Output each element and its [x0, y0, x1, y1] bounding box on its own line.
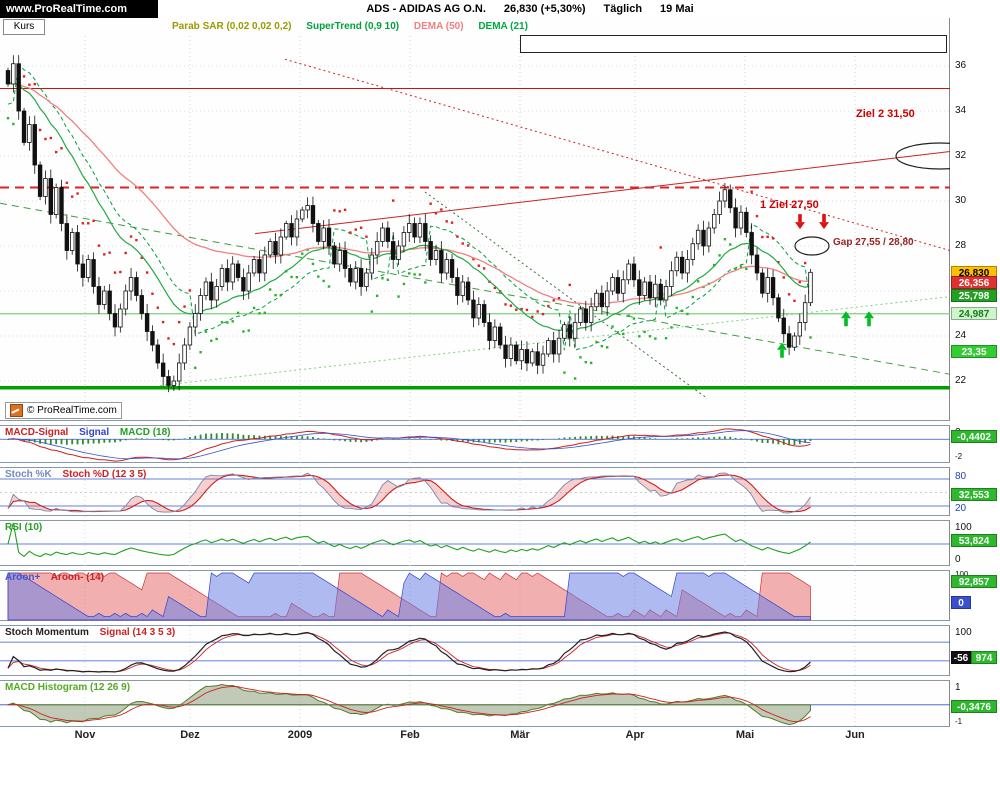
annotation-text[interactable]: Gap 27,55 / 28,80: [833, 237, 914, 248]
axis-tick: 28: [955, 240, 967, 251]
aroon-panel: Aroon+ Aroon- (14): [0, 570, 950, 622]
time-axis-label: 2009: [287, 729, 313, 741]
axis-tick: 1: [955, 682, 961, 693]
tab-kurs[interactable]: Kurs: [3, 19, 45, 35]
axis-tick: 34: [955, 105, 967, 116]
stoch-momentum-canvas[interactable]: [0, 626, 950, 677]
axis-tick: 20: [955, 503, 967, 514]
axis-tick: 100: [955, 522, 972, 533]
axis-tick: 100: [955, 627, 972, 638]
main-chart-legend: Parab SAR (0,02 0,02 0,2) SuperTrend (0,…: [172, 21, 540, 32]
last-price-change: 26,830 (+5,30%): [503, 3, 586, 15]
watermark: © ProRealTime.com: [5, 402, 122, 419]
axis-tick: 0: [955, 554, 961, 565]
axis-tick: -2: [955, 452, 963, 461]
axis-value-box: 92,857: [951, 575, 997, 588]
legend-rsi[interactable]: RSI (10): [5, 522, 43, 533]
legend-stoch-d[interactable]: Stoch %D (12 3 5): [62, 469, 147, 480]
chart-title: ADS - ADIDAS AG O.N. 26,830 (+5,30%) Tägli…: [250, 0, 810, 18]
time-axis-label: Apr: [625, 729, 645, 741]
legend-stoch-momentum[interactable]: Stoch Momentum: [5, 627, 89, 638]
legend-parab-sar[interactable]: Parab SAR (0,02 0,02 0,2): [172, 21, 292, 32]
legend-aroon-down[interactable]: Aroon- (14): [50, 572, 105, 583]
date-label: 19 Mai: [660, 3, 694, 15]
axis-tick: -1: [955, 717, 963, 726]
time-axis-label: Nov: [74, 729, 96, 741]
legend-dema21[interactable]: DEMA (21): [478, 21, 528, 32]
site-banner[interactable]: www.ProRealTime.com: [0, 0, 158, 18]
macd-histogram-canvas[interactable]: [0, 681, 950, 728]
macd-histogram-panel: MACD Histogram (12 26 9): [0, 680, 950, 728]
legend-macd-histogram[interactable]: MACD Histogram (12 26 9): [5, 682, 131, 693]
time-axis-label: Feb: [400, 729, 420, 741]
axis-value-box: 25,798: [951, 289, 997, 303]
axis-value-box: 24,987: [951, 307, 997, 321]
legend-macd[interactable]: MACD (18): [119, 427, 171, 438]
rsi-panel: RSI (10): [0, 520, 950, 567]
prt-logo-icon: [10, 404, 23, 417]
axis-tick: 80: [955, 471, 967, 482]
axis-value-box: 23,35: [951, 345, 997, 358]
macd-panel: MACD-Signal Signal MACD (18): [0, 425, 950, 464]
stochastic-legend: Stoch %K Stoch %D (12 3 5): [5, 469, 154, 480]
main-chart-area: Ziel 2 31,50 1 Ziel 27,50 Gap 27,55 / 28,8…: [0, 18, 985, 421]
aroon-canvas[interactable]: [0, 571, 950, 622]
stochastic-canvas[interactable]: [0, 468, 950, 517]
macd-legend: MACD-Signal Signal MACD (18): [5, 427, 178, 438]
main-chart-canvas[interactable]: Ziel 2 31,50 1 Ziel 27,50 Gap 27,55 / 28,8…: [0, 18, 985, 421]
rsi-legend: RSI (10): [5, 522, 50, 533]
time-axis-label: Mär: [510, 729, 530, 741]
instrument-name: ADS - ADIDAS AG O.N.: [366, 3, 486, 15]
time-axis-label: Jun: [845, 729, 865, 741]
legend-aroon-up[interactable]: Aroon+: [5, 572, 41, 583]
legend-dema50[interactable]: DEMA (50): [413, 21, 464, 32]
axis-value-box: -0,4402: [951, 430, 997, 443]
legend-signal[interactable]: Signal: [79, 427, 110, 438]
annotation-text[interactable]: 1 Ziel 27,50: [760, 199, 819, 211]
stochastic-panel: Stoch %K Stoch %D (12 3 5): [0, 467, 950, 517]
drawings[interactable]: Ziel 2 31,50 1 Ziel 27,50 Gap 27,55 / 28,8…: [760, 108, 985, 358]
stoch-momentum-panel: Stoch Momentum Signal (14 3 5 3): [0, 625, 950, 677]
stoch-momentum-legend: Stoch Momentum Signal (14 3 5 3): [5, 627, 183, 638]
timeframe-label: Täglich: [603, 3, 643, 15]
axis-tick: 24: [955, 330, 967, 341]
time-axis-label: Mai: [735, 729, 755, 741]
axis-value-box: 26,356: [951, 276, 997, 290]
axis-tick: 100: [955, 569, 968, 580]
rsi-canvas[interactable]: [0, 521, 950, 567]
axis-tick: 22: [955, 375, 967, 386]
annotation-text[interactable]: Ziel 2 31,50: [856, 108, 915, 120]
axis-value-box: -0,3476: [951, 700, 997, 713]
axis-value-box: -56: [951, 651, 971, 664]
aroon-legend: Aroon+ Aroon- (14): [5, 572, 112, 583]
legend-smi-signal[interactable]: Signal (14 3 5 3): [99, 627, 176, 638]
watermark-text: © ProRealTime.com: [27, 405, 117, 416]
legend-macd-signal[interactable]: MACD-Signal: [5, 427, 69, 438]
axis-tick: 32: [955, 150, 967, 161]
note-input-box[interactable]: [520, 35, 947, 53]
axis-value-box: 0: [951, 596, 971, 609]
time-axis-label: Dez: [180, 729, 200, 741]
legend-stoch-k[interactable]: Stoch %K: [5, 469, 52, 480]
axis-tick: 30: [955, 195, 967, 206]
axis-value-box: 974: [971, 651, 997, 664]
axis-tick: 36: [955, 60, 967, 71]
macd-canvas[interactable]: [0, 426, 950, 464]
axis-value-box: 32,553: [951, 488, 997, 501]
axis-value-box: 53,824: [951, 534, 997, 547]
price-axis: 36343230282624222-223,3526,83026,35625,7…: [950, 0, 1000, 800]
macd-histogram-legend: MACD Histogram (12 26 9): [5, 682, 138, 693]
legend-supertrend[interactable]: SuperTrend (0,9 10): [306, 21, 400, 32]
